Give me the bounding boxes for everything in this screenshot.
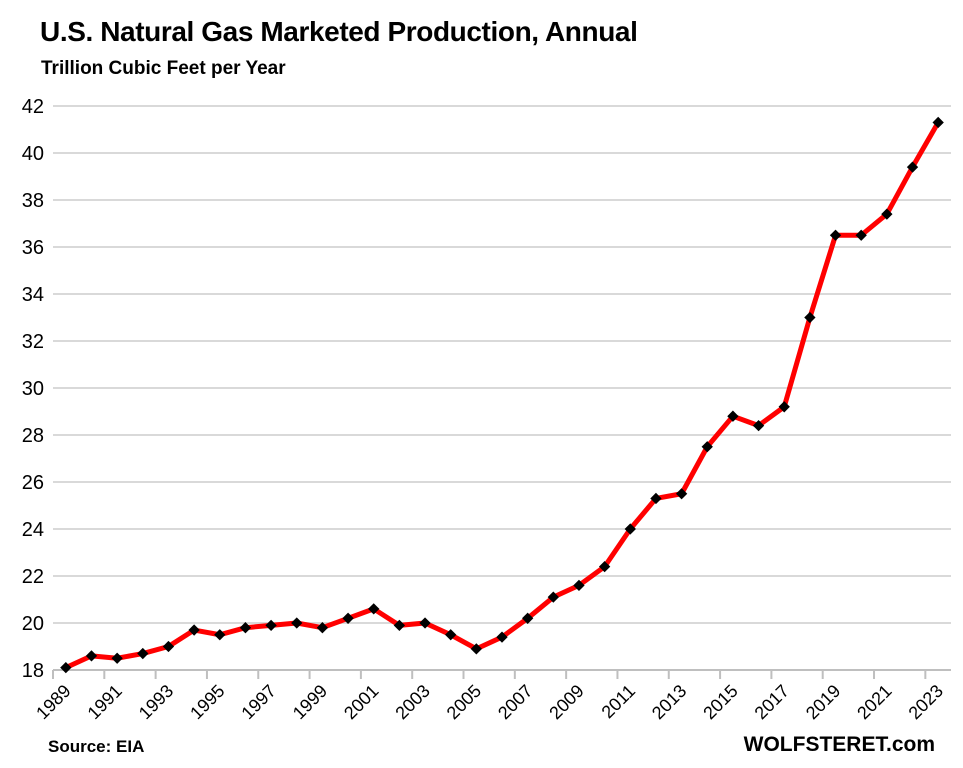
x-tick-label: 2005 <box>443 681 485 723</box>
chart-subtitle: Trillion Cubic Feet per Year <box>41 58 286 79</box>
x-tick-label: 2009 <box>545 681 587 723</box>
data-point-marker <box>598 560 611 573</box>
y-tick-label: 26 <box>22 472 44 494</box>
y-tick-label: 22 <box>22 566 44 588</box>
data-point-marker <box>445 629 457 641</box>
data-point-marker <box>650 492 662 505</box>
data-point-marker <box>829 229 842 241</box>
x-tick-label: 2001 <box>340 681 382 723</box>
y-tick-label: 30 <box>22 378 44 400</box>
data-point-marker <box>804 311 816 324</box>
x-tick-label: 1993 <box>135 681 177 723</box>
x-tick-label: 1991 <box>84 681 126 723</box>
data-point-marker <box>624 523 636 535</box>
y-tick-label: 36 <box>22 237 44 259</box>
x-tick-label: 2019 <box>802 681 844 723</box>
x-tick-label: 1997 <box>237 681 279 723</box>
data-point-marker <box>496 631 508 643</box>
x-tick-label: 2003 <box>391 681 433 723</box>
y-tick-label: 40 <box>22 143 44 165</box>
data-point-marker <box>111 652 123 664</box>
watermark: WOLFSTERET.com <box>743 733 935 756</box>
data-point-marker <box>752 419 765 432</box>
data-point-marker <box>855 229 867 241</box>
x-tick-label: 1995 <box>186 681 228 723</box>
y-tick-label: 42 <box>22 96 44 118</box>
source-label: Source: EIA <box>48 737 145 756</box>
series-line <box>63 119 941 671</box>
data-point-marker <box>137 647 149 660</box>
data-point-marker <box>316 622 329 634</box>
data-point-marker <box>239 622 252 634</box>
data-point-marker <box>368 603 380 615</box>
y-tick-label: 28 <box>22 425 44 447</box>
data-point-marker <box>291 617 303 629</box>
data-point-marker <box>470 643 482 655</box>
x-tick-label: 2021 <box>853 681 895 723</box>
data-point-marker <box>727 410 739 422</box>
y-tick-label: 20 <box>22 613 44 635</box>
chart-title: U.S. Natural Gas Marketed Production, An… <box>40 16 638 47</box>
data-point-marker <box>906 161 919 173</box>
y-tick-label: 34 <box>22 284 44 306</box>
x-tick-label: 1989 <box>32 681 74 723</box>
data-point-marker <box>342 612 354 624</box>
x-tick-label: 2017 <box>751 681 793 723</box>
data-point-marker <box>265 619 277 632</box>
x-tick-label: 2013 <box>648 681 690 723</box>
data-point-marker <box>214 629 226 641</box>
data-point-marker <box>701 441 713 453</box>
data-point-marker <box>547 591 559 603</box>
x-tick-label: 2011 <box>598 681 640 723</box>
data-point-marker <box>419 617 431 629</box>
x-tick-label: 2007 <box>494 681 536 723</box>
data-point-marker <box>188 624 200 636</box>
y-tick-label: 38 <box>22 190 44 212</box>
y-tick-label: 24 <box>22 519 44 541</box>
data-point-marker <box>393 619 406 632</box>
x-tick-label: 2015 <box>699 681 741 723</box>
data-point-marker <box>162 640 175 653</box>
y-tick-label: 32 <box>22 331 44 353</box>
x-tick-label: 2023 <box>905 681 947 723</box>
data-point-marker <box>675 488 688 500</box>
data-point-marker <box>522 612 534 624</box>
data-point-marker <box>881 208 893 220</box>
data-point-marker <box>778 401 790 413</box>
y-tick-label: 18 <box>22 660 44 682</box>
data-point-marker <box>573 579 585 592</box>
x-tick-label: 1999 <box>289 681 331 723</box>
